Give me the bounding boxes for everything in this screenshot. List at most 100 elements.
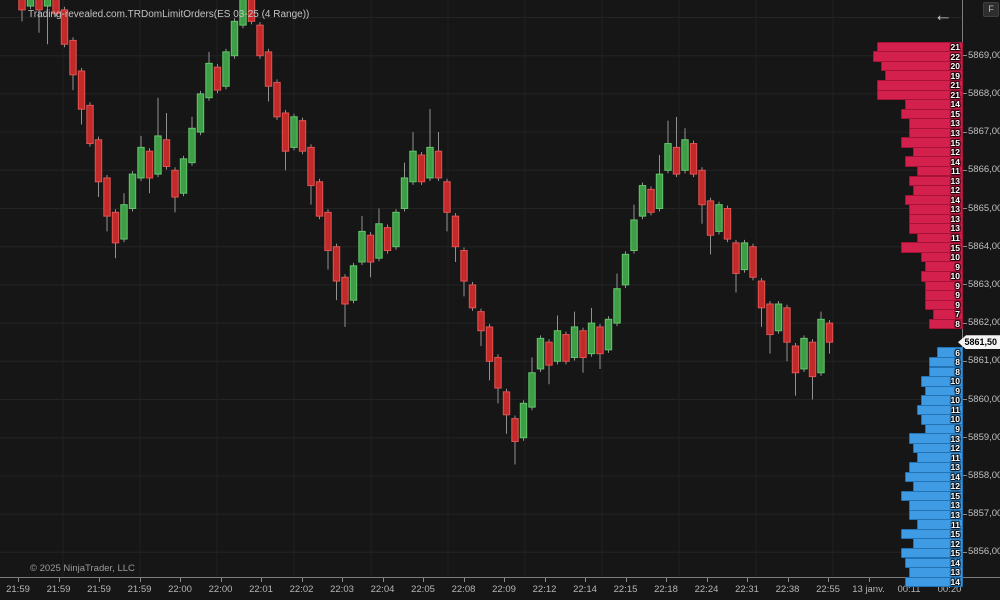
time-axis-tick (261, 578, 262, 582)
price-axis-tick (962, 360, 967, 362)
candle-down (477, 311, 485, 332)
candle-down (103, 177, 111, 217)
candle-down (460, 250, 468, 282)
candle-up (621, 253, 630, 286)
time-axis-tick (180, 578, 181, 582)
dom-size-label: 10 (950, 271, 960, 282)
candle-up (630, 219, 638, 252)
time-axis-tick (99, 578, 100, 582)
candle-down (791, 345, 800, 374)
candle-up (205, 62, 213, 99)
candle-up (128, 173, 137, 209)
candle-down (468, 284, 477, 309)
dom-size-label: 8 (955, 366, 960, 377)
dom-size-label: 15 (950, 137, 960, 148)
time-axis-label: 22:01 (249, 584, 273, 595)
dom-size-label: 11 (951, 519, 960, 530)
candle-down (60, 9, 69, 45)
dom-size-label: 13 (950, 509, 960, 520)
dom-size-label: 21 (950, 42, 960, 53)
price-axis-tick (962, 284, 967, 286)
candle-up (817, 318, 825, 374)
price-axis-tick (962, 55, 967, 57)
candle-up (681, 139, 689, 171)
candle-up (239, 0, 247, 26)
time-axis-tick (342, 578, 343, 582)
candle-up (43, 0, 52, 7)
dom-size-label: 11 (951, 404, 960, 415)
dom-size-label: 6 (955, 347, 960, 358)
f-button[interactable]: F (983, 2, 999, 17)
time-axis-tick (382, 578, 384, 582)
dom-row-ask[interactable]: 8 (929, 318, 963, 330)
candle-down (77, 70, 86, 110)
time-axis-tick (787, 578, 789, 582)
candle-up (290, 116, 298, 148)
price-axis-label: 5859,00 (968, 431, 1000, 443)
dom-size-label: 9 (955, 299, 960, 310)
price-axis-label: 5866,00 (968, 164, 1000, 176)
dom-size-label: 12 (950, 481, 960, 492)
dom-size-label: 12 (950, 538, 960, 549)
time-axis-tick (828, 578, 829, 582)
price-axis-label: 5861,00 (968, 355, 1000, 367)
candle-up (26, 0, 35, 7)
dom-size-label: 12 (950, 147, 960, 158)
dom-size-label: 13 (950, 223, 960, 234)
candle-down (766, 303, 774, 336)
candle-down (324, 211, 332, 252)
dom-size-label: 14 (950, 156, 960, 167)
candle-down (417, 154, 426, 183)
time-axis-label: 00:11 (897, 584, 921, 595)
candle-down (443, 181, 451, 213)
time-axis-tick (18, 578, 19, 582)
time-axis-label: 22:03 (330, 584, 354, 595)
candlestick-chart (0, 0, 962, 553)
candle-up (230, 20, 239, 57)
time-axis-tick (625, 578, 627, 582)
candle-down (315, 181, 324, 217)
price-axis-tick (962, 551, 967, 553)
dom-row-bid[interactable]: 14 (905, 576, 963, 588)
candle-down (596, 326, 604, 355)
time-axis-tick (585, 578, 586, 582)
candle-down (672, 146, 681, 175)
price-axis-label: 5863,00 (968, 278, 1000, 290)
dom-size-label: 11 (951, 233, 960, 244)
dom-size-label: 13 (950, 567, 960, 578)
time-axis-label: 22:55 (816, 584, 840, 595)
price-axis-tick (962, 475, 967, 477)
time-axis-label: 21:59 (6, 584, 30, 595)
dom-size-label: 10 (950, 414, 960, 425)
time-axis-tick (139, 578, 141, 582)
candle-up (655, 173, 664, 209)
dom-size-label: 13 (950, 433, 960, 444)
back-arrow-icon[interactable]: ← (933, 5, 953, 26)
candle-up (774, 303, 783, 332)
dom-size-label: 13 (950, 462, 960, 473)
candle-down (451, 215, 460, 248)
price-axis-tick (962, 437, 967, 439)
dom-size-label: 13 (950, 175, 960, 186)
dom-size-label: 15 (950, 529, 960, 540)
dom-size-label: 22 (950, 51, 960, 62)
candle-down (383, 227, 392, 252)
dom-size-label: 15 (950, 548, 960, 559)
time-axis-tick (666, 578, 667, 582)
candle-down (749, 246, 757, 278)
price-axis-tick (962, 208, 967, 209)
dom-size-label: 9 (955, 424, 960, 435)
dom-size-label: 20 (950, 61, 960, 72)
price-axis-label: 5864,00 (968, 240, 1000, 252)
chart-plot-area[interactable] (0, 0, 962, 577)
candle-up (715, 204, 723, 232)
candle-down (511, 418, 519, 443)
dom-size-label: 9 (955, 280, 960, 291)
time-axis-label: 13 janv. (852, 584, 885, 595)
price-axis-label: 5862,00 (968, 317, 1000, 329)
time-axis-label: 21:59 (87, 584, 111, 595)
candle-up (800, 337, 808, 370)
candle-up (528, 372, 536, 408)
dom-size-label: 14 (950, 99, 960, 110)
price-axis-label: 5856,00 (968, 546, 1000, 558)
